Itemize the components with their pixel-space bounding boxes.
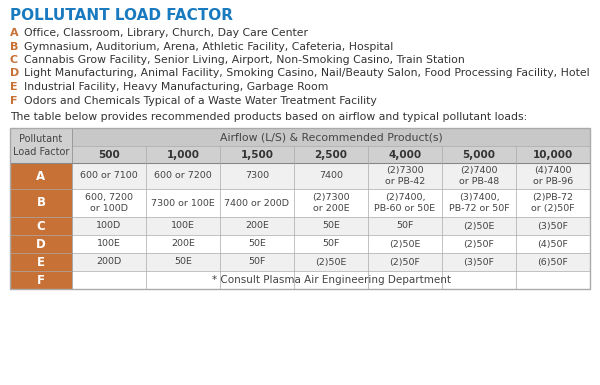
Text: E: E [10,82,17,92]
Text: (3)50F: (3)50F [464,258,494,266]
Text: 7400 or 200D: 7400 or 200D [224,199,290,208]
Text: (2)50E: (2)50E [389,239,421,248]
Text: (2)7400
or PB-48: (2)7400 or PB-48 [459,166,499,186]
Text: 10,000: 10,000 [533,149,573,159]
Bar [10,128,72,163]
Bar [72,253,590,271]
Text: 50E: 50E [248,239,266,248]
Text: Pollutant
Load Factor: Pollutant Load Factor [13,134,69,157]
Text: 500: 500 [98,149,120,159]
Text: C: C [37,219,46,233]
Text: The table below provides recommended products based on airflow and typical pollu: The table below provides recommended pro… [10,112,527,122]
Text: Gymnasium, Auditorium, Arena, Athletic Facility, Cafeteria, Hospital: Gymnasium, Auditorium, Arena, Athletic F… [24,42,393,52]
Bar [72,146,590,163]
Text: (4)7400
or PB-96: (4)7400 or PB-96 [533,166,573,186]
Text: A: A [37,169,46,182]
Text: 4,000: 4,000 [388,149,422,159]
Text: E: E [37,256,45,268]
Text: (3)7400,
PB-72 or 50F: (3)7400, PB-72 or 50F [449,193,509,213]
Text: B: B [37,196,46,209]
Text: 7300 or 100E: 7300 or 100E [151,199,215,208]
Text: 50F: 50F [322,239,340,248]
Bar [10,271,72,289]
Bar [10,128,590,289]
Bar [72,217,590,235]
Text: (2)50E: (2)50E [316,258,347,266]
Text: (4)50F: (4)50F [538,239,568,248]
Bar [10,253,72,271]
Text: 50F: 50F [248,258,266,266]
Text: (2)PB-72
or (2)50F: (2)PB-72 or (2)50F [531,193,575,213]
Text: 200E: 200E [171,239,195,248]
Text: * Consult Plasma Air Engineering Department: * Consult Plasma Air Engineering Departm… [212,275,451,285]
Text: 7300: 7300 [245,171,269,181]
Text: POLLUTANT LOAD FACTOR: POLLUTANT LOAD FACTOR [10,8,233,23]
Bar [72,189,590,217]
Text: B: B [10,42,19,52]
Text: (6)50F: (6)50F [538,258,568,266]
Text: Cannabis Grow Facility, Senior Living, Airport, Non-Smoking Casino, Train Statio: Cannabis Grow Facility, Senior Living, A… [24,55,465,65]
Text: 200D: 200D [97,258,122,266]
Bar [72,163,590,189]
Text: 100E: 100E [171,221,195,231]
Text: (2)50F: (2)50F [389,258,421,266]
Text: 200E: 200E [245,221,269,231]
Text: 100E: 100E [97,239,121,248]
Bar [10,235,72,253]
Bar [10,217,72,235]
Bar [72,235,590,253]
Text: D: D [10,69,19,79]
Text: Airflow (L/S) & Recommended Product(s): Airflow (L/S) & Recommended Product(s) [220,132,442,142]
Text: (2)7300
or PB-42: (2)7300 or PB-42 [385,166,425,186]
Text: 100D: 100D [97,221,122,231]
Text: 50E: 50E [174,258,192,266]
Text: (2)50F: (2)50F [464,239,494,248]
Text: C: C [10,55,18,65]
Text: F: F [37,273,45,286]
Bar [72,128,590,146]
Bar [10,163,72,189]
Bar [72,271,590,289]
Text: Industrial Facility, Heavy Manufacturing, Garbage Room: Industrial Facility, Heavy Manufacturing… [24,82,328,92]
Text: 600 or 7100: 600 or 7100 [80,171,138,181]
Text: Odors and Chemicals Typical of a Waste Water Treatment Facility: Odors and Chemicals Typical of a Waste W… [24,95,377,105]
Text: 7400: 7400 [319,171,343,181]
Text: Office, Classroom, Library, Church, Day Care Center: Office, Classroom, Library, Church, Day … [24,28,308,38]
Text: F: F [10,95,17,105]
Text: (2)50E: (2)50E [463,221,494,231]
Text: 1,000: 1,000 [167,149,199,159]
Text: 600 or 7200: 600 or 7200 [154,171,212,181]
Text: (2)7400,
PB-60 or 50E: (2)7400, PB-60 or 50E [374,193,436,213]
Text: 50F: 50F [397,221,413,231]
Text: A: A [10,28,19,38]
Text: Light Manufacturing, Animal Facility, Smoking Casino, Nail/Beauty Salon, Food Pr: Light Manufacturing, Animal Facility, Sm… [24,69,590,79]
Text: (2)7300
or 200E: (2)7300 or 200E [312,193,350,213]
Text: D: D [36,238,46,251]
Text: 1,500: 1,500 [241,149,274,159]
Text: 2,500: 2,500 [314,149,347,159]
Text: 600, 7200
or 100D: 600, 7200 or 100D [85,193,133,213]
Bar [10,189,72,217]
Text: (3)50F: (3)50F [538,221,569,231]
Text: 5,000: 5,000 [463,149,496,159]
Text: 50E: 50E [322,221,340,231]
